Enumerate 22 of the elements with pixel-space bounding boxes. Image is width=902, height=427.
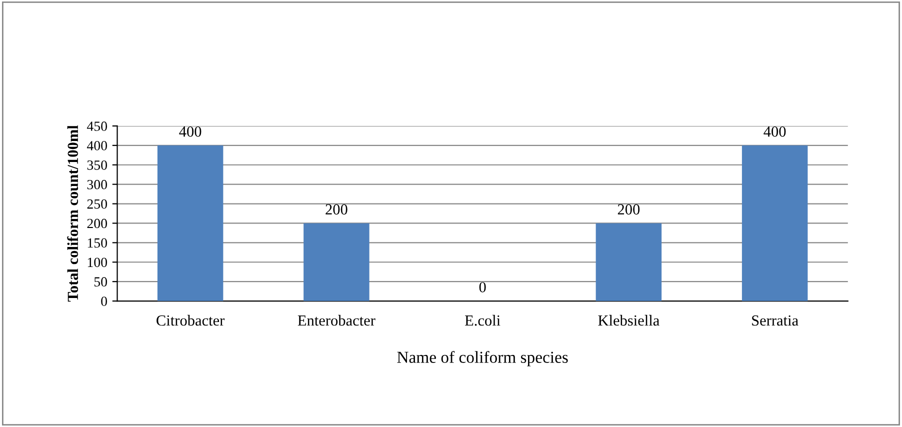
x-tick-label: Serratia [752,315,798,326]
y-tick-label: 300 [87,180,108,190]
x-tick-label: E.coli [464,314,500,326]
data-label: 200 [618,204,640,215]
y-tick-label: 450 [86,122,108,131]
data-label: 400 [179,126,202,137]
data-label: 400 [764,126,786,137]
data-label: 0 [479,282,486,292]
data-label: 200 [326,204,348,215]
x-axis-title: Name of coliform species [397,351,568,366]
x-tick-label: Citrobacter [156,314,225,326]
y-tick-label: 400 [86,141,108,150]
y-tick-label: 100 [88,258,108,268]
y-tick-label: 200 [87,218,108,228]
x-tick-label: Klebsiella [598,314,660,326]
y-axis-title: Total coliform count/100ml [67,125,78,302]
y-tick-label: 350 [87,160,108,170]
x-tick-label: Enterobacter [298,314,376,326]
y-tick-label: 250 [87,199,108,209]
y-tick-label: 150 [88,238,108,248]
y-tick-label: 50 [94,277,108,287]
y-tick-label: 0 [101,296,108,306]
